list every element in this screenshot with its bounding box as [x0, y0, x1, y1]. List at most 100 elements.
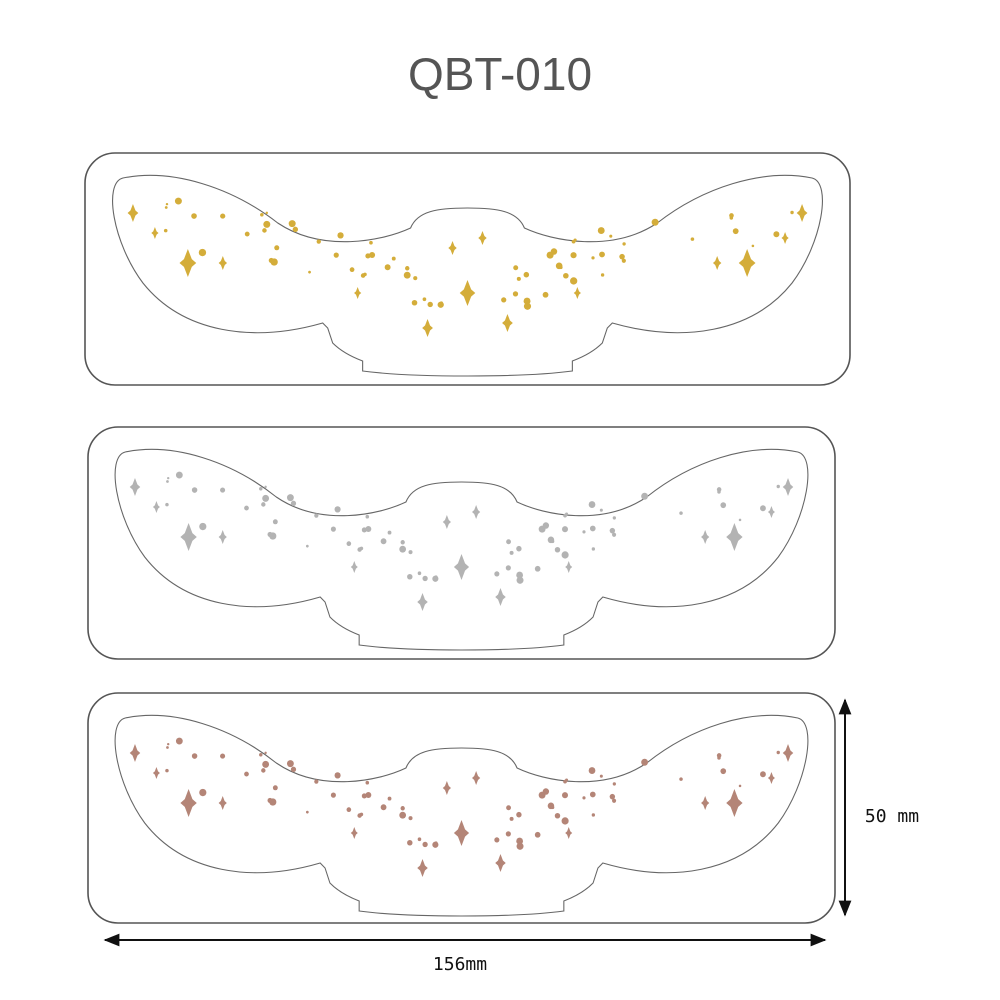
glitter-dot — [619, 253, 625, 260]
glitter-dot — [494, 571, 500, 577]
glitter-dot — [346, 807, 352, 813]
glitter-dot — [400, 806, 405, 811]
glitter-dot — [516, 811, 522, 818]
glitter-dot — [262, 760, 270, 768]
glitter-dot — [599, 774, 603, 778]
glitter-dot — [346, 541, 352, 547]
glitter-dot — [609, 793, 616, 800]
glitter-dot — [407, 573, 413, 580]
glitter-dot — [408, 550, 413, 555]
glitter-dot — [599, 251, 605, 258]
glitter-dot — [516, 545, 522, 552]
glitter-dot — [391, 256, 396, 261]
glitter-dot — [199, 522, 207, 531]
glitter-dot — [286, 760, 294, 768]
glitter-dot — [516, 576, 524, 584]
glitter-star — [350, 561, 358, 573]
glitter-dot — [316, 239, 321, 244]
glitter-dot — [164, 206, 168, 209]
glitter-dot — [641, 492, 649, 500]
glitter-dot — [720, 502, 727, 509]
glitter-dot — [261, 502, 266, 507]
glitter-dot — [561, 792, 569, 799]
glitter-dot — [305, 810, 309, 814]
glitter-dot — [262, 494, 270, 502]
glitter-dot — [516, 837, 524, 845]
glitter-star — [781, 232, 789, 244]
glitter-star — [767, 772, 775, 784]
glitter-star — [782, 478, 794, 496]
glitter-dot — [166, 746, 169, 749]
glitter-dot — [565, 778, 569, 782]
glitter-star — [495, 854, 506, 872]
patch — [114, 714, 809, 917]
glitter-dot — [167, 476, 170, 480]
glitter-dot — [570, 252, 577, 259]
glitter-dot — [191, 487, 198, 493]
glitter-star — [422, 319, 433, 337]
glitter-dot — [259, 753, 263, 757]
glitter-star — [218, 256, 228, 270]
glitter-dot — [716, 487, 722, 492]
glitter-dot — [403, 271, 411, 279]
glitter-dot — [290, 500, 297, 507]
glitter-dot — [494, 837, 500, 843]
width-label: 156mm — [433, 954, 487, 975]
glitter-dot — [612, 798, 617, 803]
glitter-dot — [561, 817, 569, 825]
glitter-dot — [509, 550, 514, 555]
glitter-dot — [513, 265, 519, 271]
glitter-dot — [314, 513, 319, 518]
glitter-dot — [417, 837, 422, 842]
glitter-dot — [516, 276, 521, 281]
glitter-dot — [547, 536, 555, 544]
glitter-dot — [555, 262, 563, 270]
panels — [84, 152, 851, 924]
glitter-star — [180, 789, 197, 817]
glitter-dot — [720, 768, 727, 775]
glitter-dot — [387, 530, 392, 535]
glitter-dot — [589, 791, 596, 798]
height-label: 50 mm — [865, 806, 919, 827]
glitter-dot — [260, 213, 264, 217]
glitter-dot — [360, 273, 366, 278]
glitter-dot — [417, 571, 422, 576]
backing-card — [87, 426, 836, 660]
glitter-dot — [738, 518, 742, 522]
glitter-dot — [220, 753, 226, 759]
glitter-star — [350, 827, 358, 839]
glitter-star — [127, 204, 139, 222]
glitter-dot — [690, 237, 695, 241]
glitter-star — [726, 523, 743, 551]
glitter-dot — [165, 202, 169, 206]
glitter-star — [701, 796, 710, 810]
glitter-dot — [612, 532, 617, 537]
glitter-dot — [516, 842, 524, 850]
glitter-star — [726, 789, 743, 817]
glitter-dot — [333, 252, 339, 258]
glitter-star — [502, 314, 513, 332]
glitter-dot — [554, 812, 561, 819]
glitter-dot — [330, 792, 336, 798]
glitter-dot — [534, 831, 541, 838]
glitter-star — [796, 204, 808, 222]
glitter-dot — [361, 527, 367, 533]
glitter-dot — [600, 273, 605, 277]
glitter-dot — [244, 771, 249, 777]
glitter-dot — [365, 780, 370, 785]
glitter-dot — [165, 502, 169, 507]
glitter-dot — [269, 798, 277, 806]
glitter-dot — [597, 227, 605, 234]
glitter-dot — [776, 484, 780, 489]
glitter-star — [218, 530, 227, 544]
glitter-star — [472, 505, 481, 519]
glitter-dot — [432, 841, 439, 848]
glitter-star — [459, 280, 476, 306]
glitter-star — [218, 796, 227, 810]
glitter-dot — [790, 210, 794, 215]
glitter-dot — [269, 532, 277, 540]
glitter-dot — [591, 813, 596, 817]
glitter-star — [453, 554, 470, 580]
glitter-dot — [422, 297, 427, 302]
glitter-dot — [357, 547, 362, 552]
